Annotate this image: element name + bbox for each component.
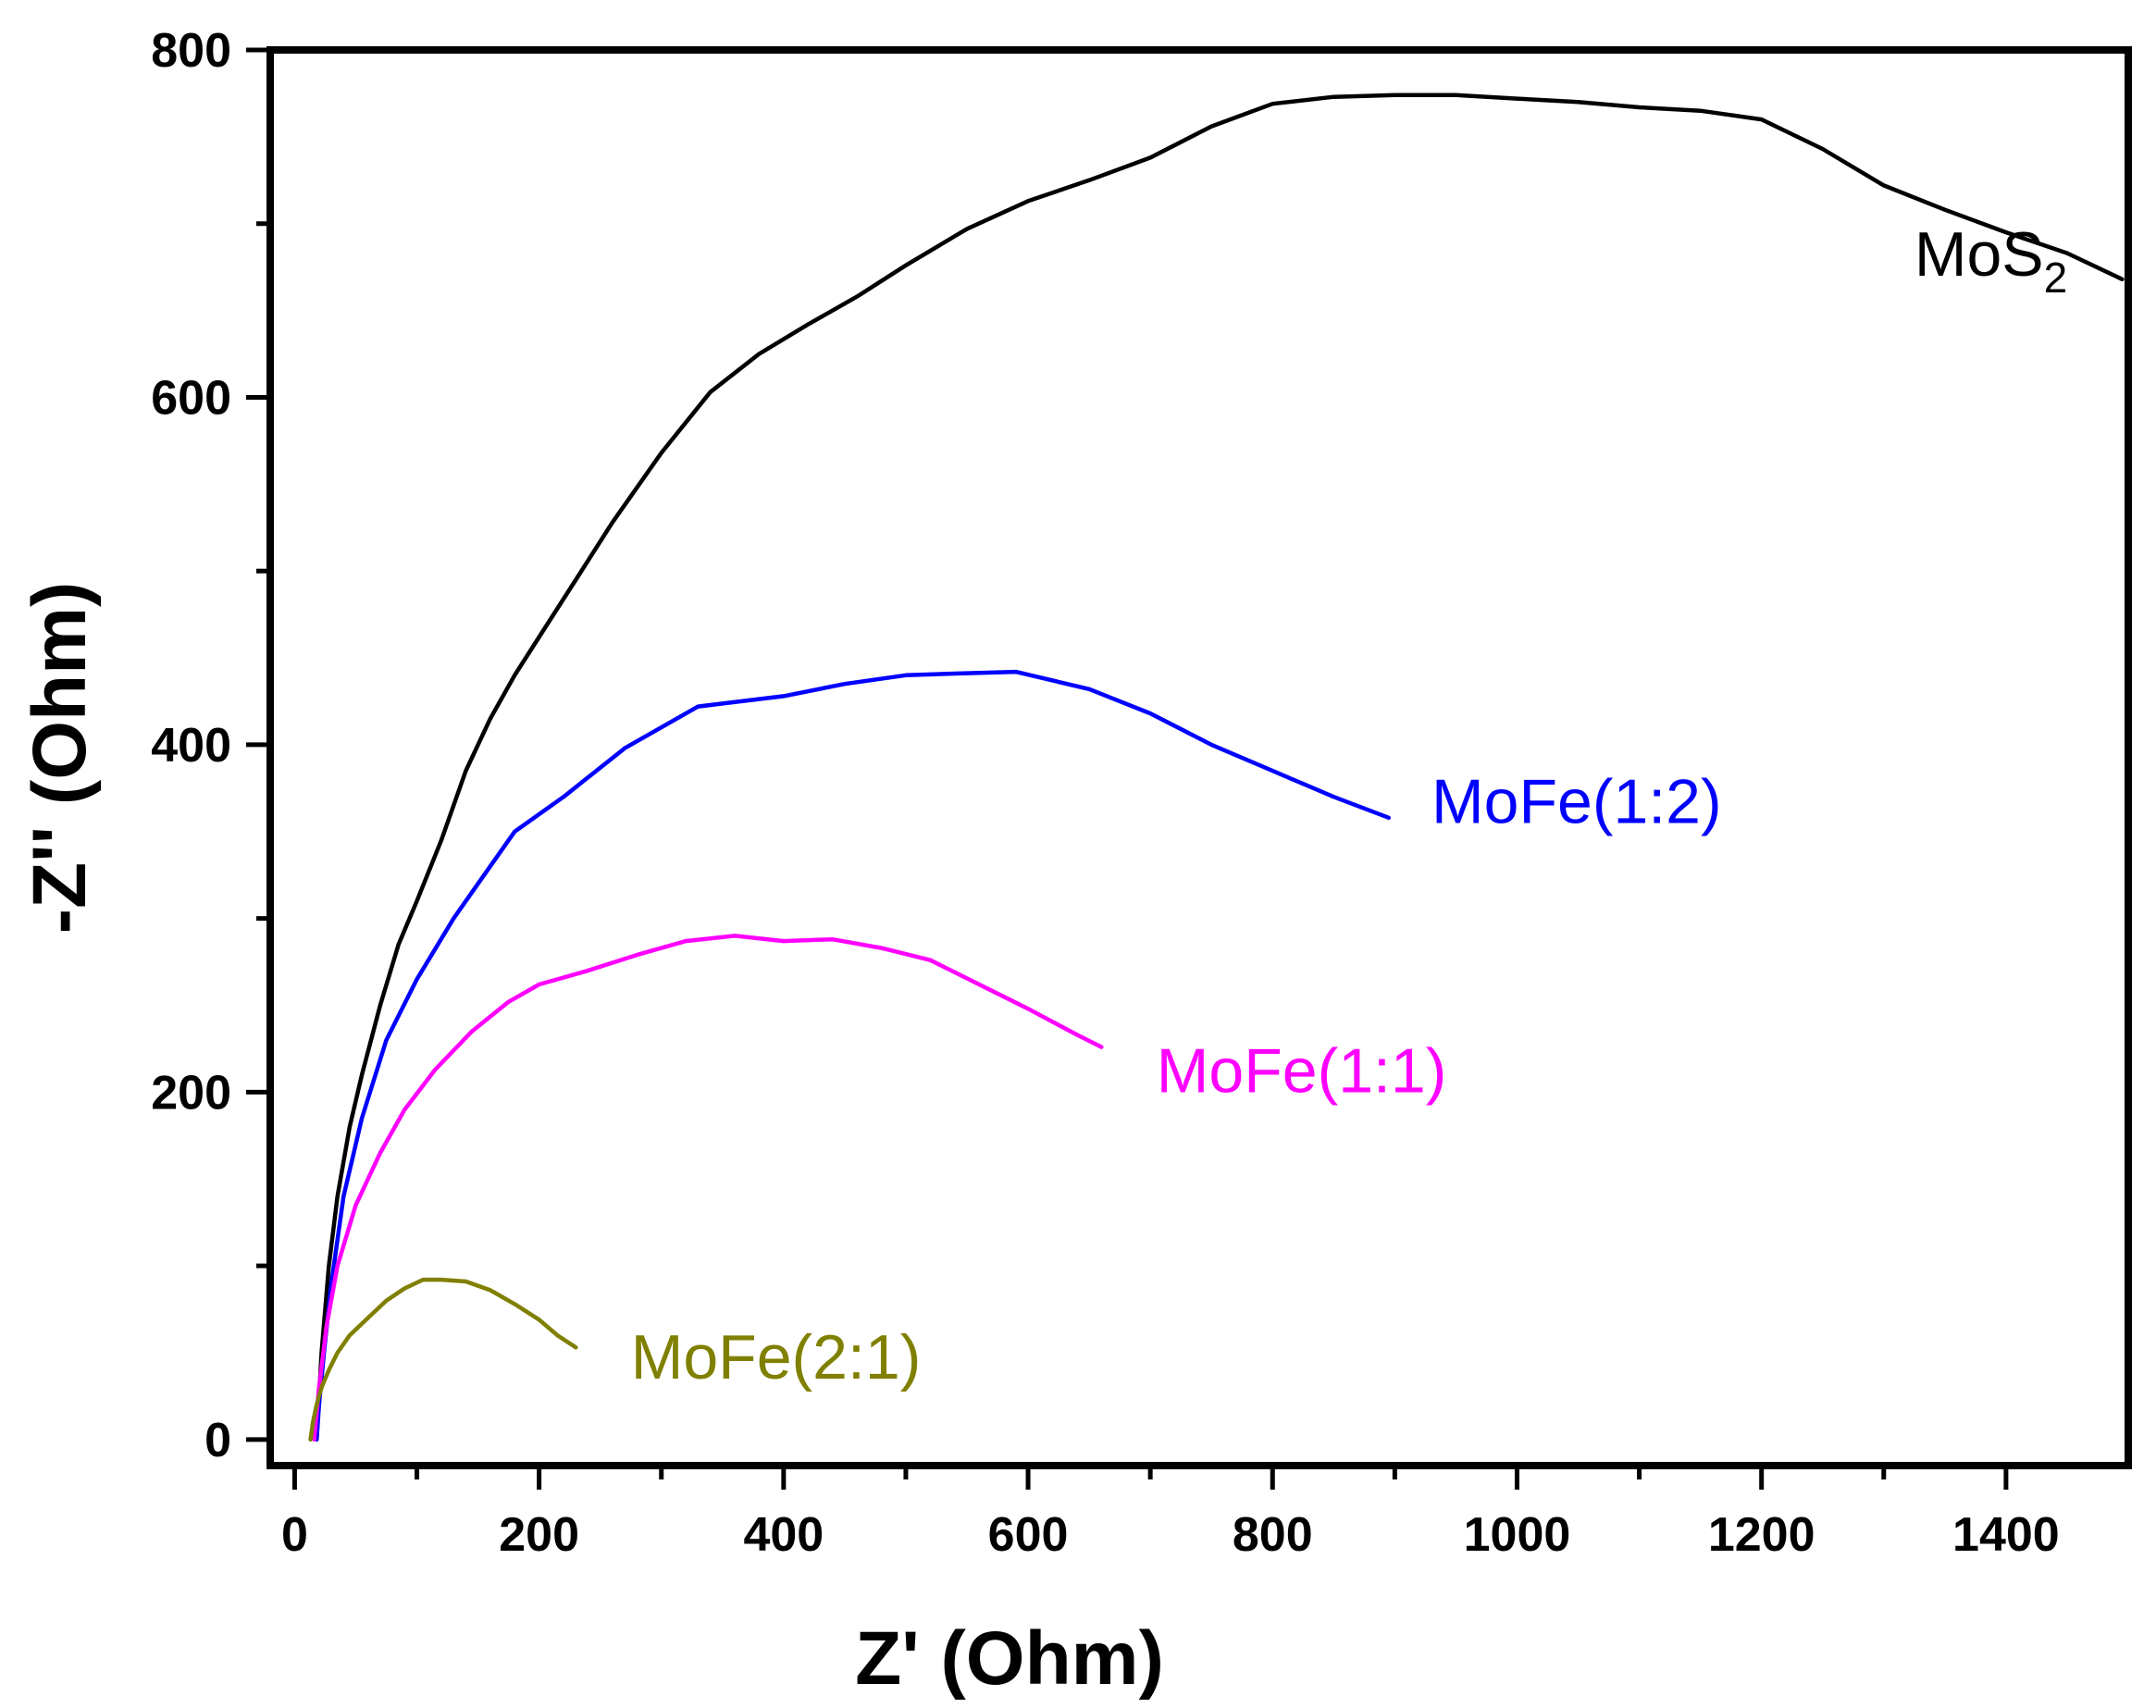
series-line-mofe-1-2 [314, 669, 1392, 1442]
plot-frame [266, 46, 2132, 1469]
y-tick-label: 600 [151, 371, 231, 425]
series-label-subscript: 2 [2044, 254, 2068, 302]
series-label-main: MoFe(2:1) [631, 1322, 922, 1392]
y-tick-label: 800 [151, 24, 231, 78]
series-lines [308, 93, 2125, 1442]
x-tick-label: 600 [988, 1508, 1069, 1562]
series-line-mofe-2-1 [308, 1277, 578, 1442]
series-label-main: MoS [1914, 219, 2044, 290]
x-tick-label: 1400 [1952, 1508, 2060, 1562]
series-label-main: MoFe(1:1) [1157, 1035, 1447, 1106]
x-tick-label: 200 [499, 1508, 579, 1562]
x-tick-label: 1000 [1464, 1508, 1571, 1562]
x-tick-label: 400 [743, 1508, 824, 1562]
x-axis-title: Z' (Ohm) [855, 1616, 1164, 1701]
y-tick-label: 0 [204, 1414, 231, 1467]
series-line-mos2 [314, 93, 2125, 1442]
series-label-mofe-2-1: MoFe(2:1) [631, 1322, 922, 1392]
series-label-mofe-1-1: MoFe(1:1) [1157, 1035, 1447, 1106]
x-tick-label: 1200 [1708, 1508, 1815, 1562]
x-tick-label: 0 [281, 1508, 308, 1562]
series-line-mofe-1-1 [312, 934, 1104, 1442]
series-label-mofe-1-2: MoFe(1:2) [1431, 766, 1722, 836]
y-axis-title: -Z'' (Ohm) [18, 582, 102, 934]
series-labels: MoS2 MoFe(1:2) MoFe(1:1) MoFe(2:1) [631, 219, 2068, 1392]
x-axis-ticks [291, 1466, 2009, 1490]
series-label-main: MoFe(1:2) [1431, 766, 1722, 836]
x-tick-label: 800 [1233, 1508, 1313, 1562]
x-axis-tick-labels: 0 200 400 600 800 1000 1200 1400 [281, 1508, 2060, 1562]
series-label-mos2: MoS2 [1914, 219, 2067, 302]
y-axis-tick-labels: 0 200 400 600 800 [151, 24, 231, 1467]
y-tick-label: 200 [151, 1066, 231, 1120]
y-axis-ticks [246, 47, 270, 1442]
y-tick-label: 400 [151, 719, 231, 773]
